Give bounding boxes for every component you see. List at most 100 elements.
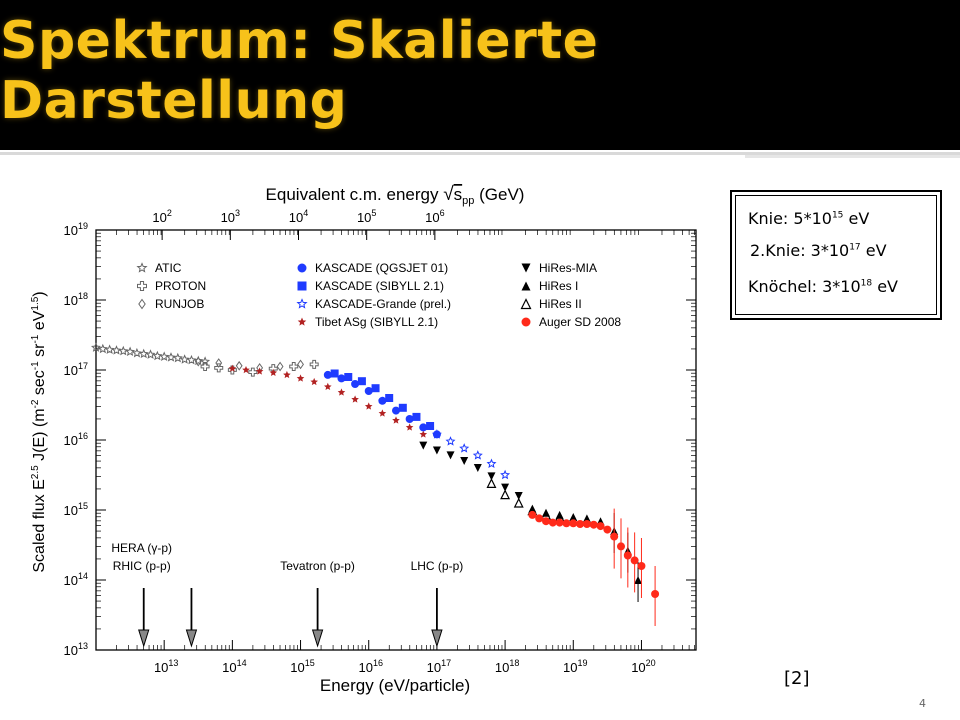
data-point [548, 518, 557, 527]
legend-label-7: HiRes-MIA [539, 261, 597, 275]
data-point [432, 446, 441, 455]
data-point [392, 416, 400, 424]
data-point [283, 370, 291, 379]
data-point [419, 430, 428, 438]
data-point [118, 345, 129, 356]
data-point [255, 367, 264, 375]
data-point [269, 368, 278, 376]
y-tick-label-5: 1018 [64, 291, 88, 308]
data-point [459, 443, 470, 453]
data-point [500, 489, 511, 500]
top-tick-label-2: 104 [289, 208, 308, 225]
axis-ticks: 1013 1014 1015 1016 1017 1018 1019 1020 102 103 10… [64, 208, 696, 675]
title-divider-accent [745, 155, 960, 158]
data-point [446, 451, 455, 460]
legend-marker-4 [297, 281, 307, 291]
x-tick-label-7: 1020 [631, 658, 655, 675]
annotation-label-1-0: Tevatron (p-p) [280, 559, 355, 573]
data-point [145, 349, 156, 359]
data-point [576, 520, 585, 528]
data-point [542, 517, 550, 526]
data-point [589, 520, 598, 529]
x-tick-label-2: 1015 [290, 658, 314, 675]
legend-label-4: KASCADE (SIBYLL 2.1) [315, 279, 444, 293]
data-point [351, 395, 359, 403]
data-point [486, 458, 497, 469]
legend-label-0: ATIC [155, 261, 182, 275]
data-point [398, 403, 407, 412]
annotation-arrow-head-2-a [431, 629, 443, 648]
knee-info-box: Knie: 5*1015 eV 2.Knie: 3*1017 eV Knöche… [730, 190, 942, 320]
data-point [562, 519, 571, 528]
y-tick-label-1: 1014 [64, 571, 88, 588]
data-point [634, 576, 643, 584]
legend-label-1: PROTON [155, 279, 206, 293]
y-tick-label-4: 1017 [64, 361, 88, 378]
annotation-label-0-1: RHIC (p-p) [113, 559, 171, 573]
data-point [166, 352, 176, 362]
data-point [276, 361, 284, 372]
data-point [179, 354, 190, 364]
data-point [405, 423, 414, 431]
legend-marker-2 [138, 298, 146, 310]
x-tick-label-0: 1013 [154, 658, 178, 675]
data-point [472, 450, 483, 460]
data-point [125, 346, 136, 357]
data-point [617, 542, 625, 551]
legend-marker-5 [296, 298, 308, 309]
data-point [630, 556, 639, 565]
data-point [405, 415, 414, 423]
legend-marker-1 [137, 281, 147, 291]
data-point [91, 342, 101, 352]
data-point [242, 366, 250, 374]
data-point [337, 374, 346, 383]
y-axis-label: Scaled flux E2.5 J(E) (m-2 sec-1 sr-1 eV… [30, 291, 48, 572]
legend-label-9: HiRes II [539, 297, 582, 311]
data-point [513, 497, 524, 508]
data-point [357, 377, 366, 386]
legend: ATIC PROTON RUNJOB KASCADE (QGSJET 01) KASCA… [136, 261, 621, 329]
data-point [138, 348, 149, 359]
data-point [419, 423, 428, 432]
data-point [378, 409, 387, 417]
annotation-label-0-0: HERA (γ-p) [111, 541, 172, 555]
data-points [91, 342, 660, 626]
data-point [159, 351, 170, 361]
legend-marker-10 [521, 317, 531, 327]
y-tick-label-0: 1013 [64, 641, 88, 658]
data-point [297, 359, 304, 370]
data-point [364, 402, 373, 410]
data-point [323, 370, 332, 379]
data-point [555, 518, 564, 527]
data-point [596, 522, 605, 531]
slide-title: Spektrum: Skalierte Darstellung [0, 11, 599, 131]
info-line-ankle: Knöchel: 3*1018 eV [748, 277, 898, 296]
data-point [582, 520, 591, 528]
plot-frame [95, 229, 697, 651]
data-point [131, 347, 142, 358]
legend-label-5: KASCADE-Grande (prel.) [315, 297, 451, 311]
data-point [364, 387, 373, 395]
spectrum-chart: Equivalent c.m. energy √spp (GeV) Energy… [30, 184, 697, 695]
data-point [193, 355, 204, 366]
legend-marker-3 [297, 263, 307, 273]
x-tick-label-3: 1016 [358, 658, 382, 675]
data-point [289, 362, 299, 371]
data-point [310, 377, 318, 386]
data-point [324, 382, 332, 390]
top-x-axis-label: Equivalent c.m. energy √spp (GeV) [266, 184, 525, 207]
data-point [309, 359, 319, 369]
collider-annotations: HERA (γ-p) RHIC (p-p) Tevatron (p-p) LHC (p… [111, 541, 463, 648]
x-axis-label: Energy (eV/particle) [320, 676, 470, 695]
top-tick-label-4: 106 [425, 208, 444, 225]
x-tick-label-4: 1017 [427, 658, 451, 675]
data-point [486, 478, 497, 488]
legend-marker-7 [521, 263, 531, 273]
data-point [610, 532, 619, 541]
legend-label-10: Auger SD 2008 [539, 315, 621, 329]
title-divider [0, 152, 960, 155]
top-tick-label-0: 102 [152, 208, 171, 225]
x-tick-label-1: 1014 [222, 658, 246, 675]
data-point [172, 352, 183, 363]
data-point [445, 436, 456, 446]
